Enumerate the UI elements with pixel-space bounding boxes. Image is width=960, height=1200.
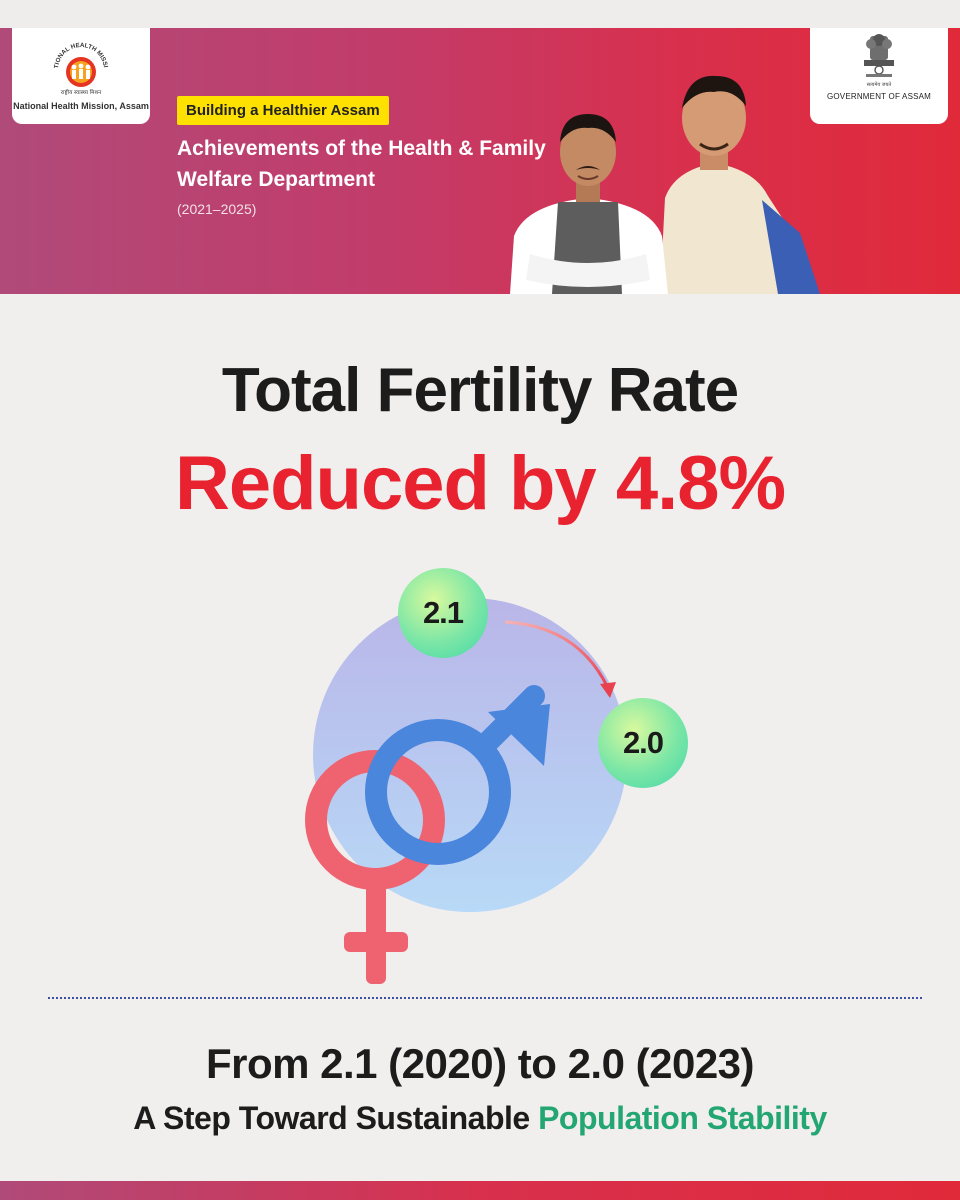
tfr-2023-bubble: 2.0 <box>598 698 688 788</box>
fertility-illustration <box>305 598 627 984</box>
headline-highlight: Reduced by 4.8% <box>174 441 786 526</box>
nhm-logo-card: NATIONAL HEALTH MISSION राष्ट्रीय स्वास्… <box>12 28 150 124</box>
gov-caption: GOVERNMENT OF ASSAM <box>826 92 932 101</box>
nhm-logo-icon: NATIONAL HEALTH MISSION राष्ट्रीय स्वास्… <box>50 36 109 96</box>
campaign-tag: Building a Healthier Assam <box>177 96 389 125</box>
divider <box>48 997 922 999</box>
top-strip <box>0 0 960 28</box>
footer-statement: From 2.1 (2020) to 2.0 (2023) <box>205 1040 755 1087</box>
nhm-caption: National Health Mission, Assam <box>13 101 149 111</box>
male-symbol-icon <box>365 685 550 865</box>
banner-title: Achievements of the Health & Family Welf… <box>177 137 546 191</box>
headline-title: Total Fertility Rate <box>221 356 739 425</box>
state-emblem-icon: सत्यमेव जयते <box>864 34 894 88</box>
nhm-hindi-text: राष्ट्रीय स्वास्थ्य मिशन <box>61 89 102 96</box>
banner-years: (2021–2025) <box>177 201 257 217</box>
arrow-icon <box>504 620 610 689</box>
gov-assam-logo-card: सत्यमेव जयते GOVERNMENT OF ASSAM <box>810 28 948 124</box>
emblem-motto: सत्यमेव जयते <box>867 81 892 88</box>
tagline-prefix: A Step Toward Sustainable <box>133 1100 539 1136</box>
footer-tagline: A Step Toward Sustainable Population Sta… <box>0 1100 960 1137</box>
bottom-band <box>0 1181 960 1200</box>
leaders-portrait <box>510 75 820 294</box>
header-banner: NATIONAL HEALTH MISSION राष्ट्रीय स्वास्… <box>0 28 960 294</box>
tfr-2020-bubble: 2.1 <box>398 568 488 658</box>
tagline-accent: Population Stability <box>538 1100 827 1136</box>
